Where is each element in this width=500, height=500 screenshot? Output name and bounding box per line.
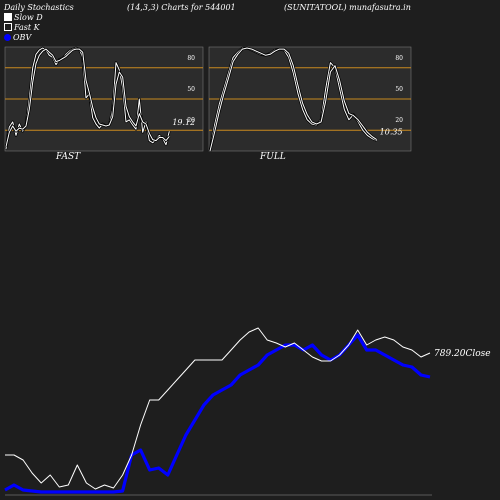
chart-subtitle: (14,3,3) Charts for 544001 (127, 3, 236, 12)
fast-panel-label: FAST (56, 152, 81, 162)
fast-level-50-label: 50 (187, 86, 195, 93)
legend-obv: OBV (4, 33, 31, 42)
slow-d-swatch-icon (4, 13, 12, 21)
fast-d-line (5, 48, 170, 147)
full-d-line (209, 47, 377, 152)
fast-level-80-label: 80 (187, 55, 195, 62)
full-k-line (209, 47, 377, 152)
legend-obv-label: OBV (13, 33, 32, 42)
fast-k-swatch-icon (4, 23, 12, 31)
chart-title: Daily Stochastics (4, 3, 74, 12)
full-level-20-label: 20 (395, 117, 403, 124)
obv-line (4, 333, 431, 494)
legend-fast-k: Fast K (4, 23, 40, 32)
close-last-value-label: 789.20Close (434, 349, 491, 359)
full-last-value-label: 10.35 (380, 128, 403, 137)
legend-slow-d: Slow D (4, 13, 43, 22)
full-level-80-label: 80 (395, 55, 403, 62)
chart-source: (SUNITATOOL) munafasutra.in (284, 3, 411, 12)
legend-slow-d-label: Slow D (14, 13, 43, 22)
full-level-50-label: 50 (395, 86, 403, 93)
fast-level-20-label: 20 (187, 117, 195, 124)
fast-last-value-label: 19.12 (172, 118, 195, 127)
legend-fast-k-label: Fast K (14, 23, 40, 32)
fast-k-line (5, 47, 170, 149)
full-panel-label: FULL (260, 152, 286, 162)
obv-swatch-icon (4, 34, 11, 41)
close-price-line (5, 327, 431, 490)
